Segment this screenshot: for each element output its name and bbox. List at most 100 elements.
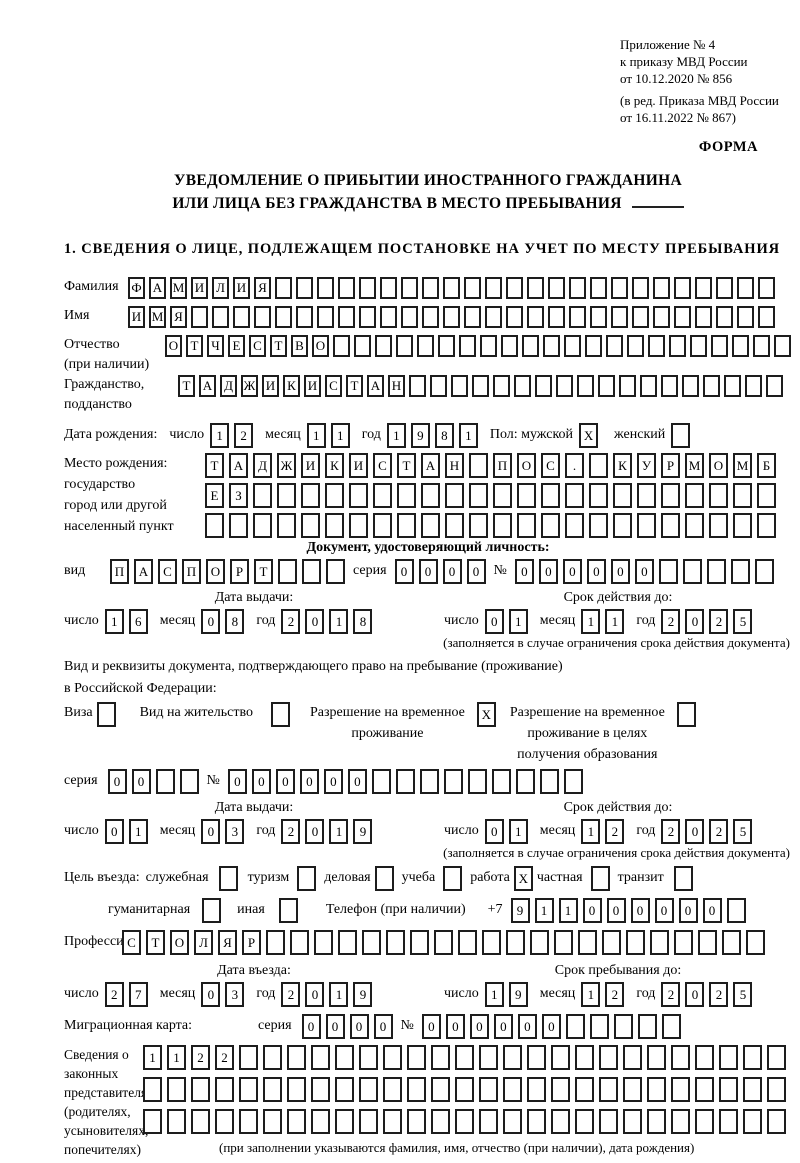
purpose-other-checkbox[interactable]: [278, 898, 298, 924]
sex-female-label: женский: [614, 426, 666, 442]
permit-issue-title: Дата выдачи:: [214, 799, 294, 815]
purpose-private-checkbox[interactable]: [590, 866, 610, 892]
purpose-humanitarian-label: гуманитарная: [108, 902, 191, 918]
entry-date[interactable]: число 2 7 месяц 0 3 год 2 0 1 9: [64, 982, 444, 1008]
purpose-study-checkbox[interactable]: [443, 866, 463, 892]
doc-series-label: серия: [353, 562, 387, 578]
revision-line: от 16.11.2022 № 867): [620, 110, 737, 125]
doc-issue-date[interactable]: число 1 6 месяц 0 8 год 2 0 1 8: [64, 609, 444, 635]
appendix-line: к приказу МВД России: [620, 54, 748, 69]
birthplace-cells-row3[interactable]: [205, 512, 776, 538]
visit-purpose-label: Цель въезда:: [64, 870, 140, 886]
purpose-transit-label: транзит: [617, 870, 664, 886]
form-title-line1: УВЕДОМЛЕНИЕ О ПРИБЫТИИ ИНОСТРАННОГО ГРАЖ…: [174, 171, 682, 189]
purpose-humanitarian-checkbox[interactable]: [202, 898, 222, 924]
title-blank-line: [631, 192, 684, 208]
citizenship-label: Гражданство,: [64, 376, 145, 392]
entry-date-title: Дата въезда:: [217, 963, 291, 979]
permit-dates-head: Дата выдачи: Срок действия до:: [64, 799, 792, 817]
representatives-block: Сведения о законных представителях (роди…: [64, 1045, 792, 1159]
visa-checkbox[interactable]: [96, 701, 116, 727]
identity-doc-heading: Документ, удостоверяющий личность:: [306, 539, 550, 555]
birthplace-label: Место рождения:: [64, 455, 168, 471]
patronymic-label: Отчество: [64, 336, 120, 352]
sex-male-checkbox[interactable]: X: [579, 422, 599, 448]
sex-label: Пол: мужской: [489, 426, 574, 442]
identity-doc-dates-head: Дата выдачи: Срок действия до:: [64, 589, 792, 607]
migration-series-label: серия: [258, 1018, 292, 1034]
identity-doc-dates-row: число 1 6 месяц 0 8 год 2 0 1 8 число 0 1 месяц 1 1 год 2…: [64, 609, 792, 635]
permit-expiry-title: Срок действия до:: [563, 799, 673, 815]
representatives-cells-row3[interactable]: [143, 1109, 786, 1135]
phone-label: Телефон (при наличии): [325, 902, 466, 918]
surname-label: Фамилия: [64, 278, 119, 294]
stay-until-title: Срок пребывания до:: [554, 963, 682, 979]
doc-number-label: №: [493, 562, 507, 578]
stay-until-date[interactable]: число 1 9 месяц 1 2 год 2 0 2 5: [444, 982, 753, 1008]
residence-permit-checkbox[interactable]: [270, 701, 290, 727]
birthplace-label-city: город или другой: [64, 497, 167, 513]
representatives-cells-row2[interactable]: [143, 1077, 786, 1103]
revision-line: (в ред. Приказа МВД России: [620, 93, 779, 108]
permit-series-label: серия: [64, 772, 98, 788]
appendix-line: от 10.12.2020 № 856: [620, 71, 733, 86]
edu-permit-checkbox[interactable]: [676, 701, 696, 727]
temp-permit-checkbox[interactable]: X: [476, 701, 496, 727]
representatives-note: (при заполнении указываются фамилия, имя…: [219, 1140, 695, 1156]
purpose-business-checkbox[interactable]: [374, 866, 394, 892]
permit-type-row: Виза Вид на жительство Разрешение на вре…: [64, 701, 792, 765]
purpose-transit-checkbox[interactable]: [673, 866, 693, 892]
residence-doc-intro-line1: Вид и реквизиты документа, подтверждающе…: [64, 658, 563, 674]
firstname-label: Имя: [64, 307, 90, 323]
edu-permit-label: Разрешение на временное проживание в цел…: [509, 704, 665, 762]
temp-permit-label: Разрешение на временное проживание: [309, 704, 465, 741]
purpose-work-label: работа: [470, 870, 510, 886]
entry-dates-row: число 2 7 месяц 0 3 год 2 0 1 9 число 1 9 месяц 1 2 год 2…: [64, 982, 792, 1008]
birthplace-label-settlement: населенный пункт: [64, 518, 174, 534]
purpose-official-label: служебная: [145, 870, 209, 886]
migration-card-label: Миграционная карта:: [64, 1018, 193, 1034]
patronymic-sublabel: (при наличии): [64, 356, 150, 372]
migration-number-label: №: [400, 1018, 414, 1034]
permit-expiry-date[interactable]: число 0 1 месяц 1 2 год 2 0 2 5: [444, 819, 753, 845]
doc-expiry-date[interactable]: число 0 1 месяц 1 1 год 2 0 2 5: [444, 609, 753, 635]
purpose-official-checkbox[interactable]: [218, 866, 238, 892]
representatives-label: Сведения о: [64, 1047, 129, 1063]
purpose-business-label: деловая: [324, 870, 371, 886]
phone-prefix: +7: [487, 902, 503, 918]
sex-female-checkbox[interactable]: [671, 422, 691, 448]
birthplace-label-state: государство: [64, 476, 136, 492]
form-title-line2: ИЛИ ЛИЦА БЕЗ ГРАЖДАНСТВА В МЕСТО ПРЕБЫВА…: [172, 194, 622, 212]
permit-issue-date[interactable]: число 0 1 месяц 0 3 год 2 0 1 9: [64, 819, 444, 845]
purpose-work-checkbox[interactable]: X: [513, 866, 533, 892]
entry-dates-head: Дата въезда: Срок пребывания до:: [64, 962, 792, 980]
purpose-tourism-checkbox[interactable]: [297, 866, 317, 892]
doc-expiry-title: Срок действия до:: [563, 589, 673, 605]
doc-kind-label: вид: [64, 562, 86, 578]
